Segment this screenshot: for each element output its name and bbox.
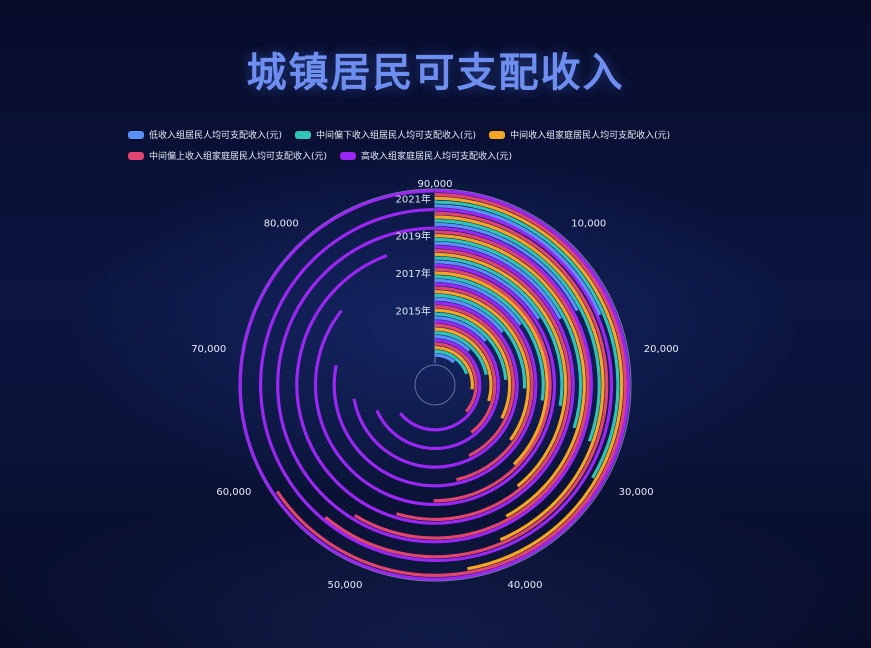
legend-row: 低收入组居民人均可支配收入(元) 中间偏下收入组居民人均可支配收入(元) 中间收… <box>128 124 768 145</box>
polar-bar[interactable] <box>434 297 504 334</box>
polar-bar[interactable] <box>434 234 586 518</box>
polar-bar[interactable] <box>434 312 508 380</box>
polar-bar[interactable] <box>434 342 478 413</box>
polar-bar[interactable] <box>313 263 557 507</box>
polar-bar[interactable] <box>434 196 624 571</box>
polar-bar[interactable] <box>434 323 497 434</box>
polar-bar[interactable] <box>434 237 583 429</box>
angle-tick-label: 10,000 <box>571 219 606 230</box>
polar-bar[interactable] <box>434 260 541 320</box>
polar-bar[interactable] <box>434 204 602 316</box>
polar-bar[interactable] <box>434 278 522 326</box>
angle-tick-label: 50,000 <box>328 580 363 591</box>
polar-bar[interactable] <box>352 301 519 469</box>
angle-tick-label: 20,000 <box>644 344 679 355</box>
polar-bar[interactable] <box>434 308 512 419</box>
polar-bar[interactable] <box>434 256 564 407</box>
legend-label: 中间偏上收入组家庭居民人均可支配收入(元) <box>149 152 328 162</box>
angle-tick-label: 60,000 <box>216 487 251 498</box>
polar-bar[interactable] <box>434 252 568 488</box>
angle-tick-label: 90,000 <box>418 179 453 190</box>
polar-bar[interactable] <box>332 282 538 488</box>
legend-swatch <box>489 130 506 139</box>
polar-bar[interactable] <box>434 286 534 482</box>
polar-bar[interactable] <box>276 226 593 544</box>
angle-tick-label: 80,000 <box>264 219 299 230</box>
polar-bar[interactable] <box>398 338 482 432</box>
radius-axis-inner-ring <box>414 364 456 406</box>
legend-item-middle[interactable]: 中间收入组家庭居民人均可支配收入(元) <box>489 128 670 141</box>
polar-bar[interactable] <box>434 219 601 442</box>
angle-tick-label: 40,000 <box>508 580 543 591</box>
polar-bar[interactable] <box>434 271 549 466</box>
angle-tick-label: 30,000 <box>619 487 654 498</box>
polar-bar[interactable] <box>353 230 590 540</box>
legend-label: 中间偏下收入组居民人均可支配收入(元) <box>316 131 477 141</box>
polar-bar[interactable] <box>434 316 487 342</box>
polar-bar[interactable] <box>434 222 579 312</box>
polar-bar[interactable] <box>434 275 545 401</box>
polar-bar[interactable] <box>434 290 530 441</box>
chart-legend: 低收入组居民人均可支配收入(元) 中间偏下收入组居民人均可支配收入(元) 中间收… <box>128 124 768 166</box>
polar-bar[interactable] <box>434 305 515 458</box>
polar-bar[interactable] <box>434 331 488 376</box>
legend-label: 高收入组家庭居民人均可支配收入(元) <box>361 152 513 162</box>
polar-bar[interactable] <box>434 349 469 375</box>
polar-bar[interactable] <box>434 346 474 390</box>
polar-bar[interactable] <box>258 207 614 563</box>
polar-bar[interactable] <box>375 319 501 451</box>
radius-category-label: 2015年 <box>396 304 431 317</box>
legend-item-upper-middle[interactable]: 中间偏上收入组家庭居民人均可支配收入(元) <box>128 149 327 162</box>
polar-bar[interactable] <box>395 249 572 521</box>
polar-bar[interactable] <box>275 193 627 577</box>
polar-bar[interactable] <box>434 215 605 542</box>
polar-bar[interactable] <box>434 327 493 402</box>
polar-bar[interactable] <box>434 200 620 479</box>
radius-category-label: 2019年 <box>396 230 431 243</box>
radius-category-label: 2021年 <box>396 192 431 205</box>
angle-tick-label: 70,000 <box>191 344 226 355</box>
polar-bar[interactable] <box>434 334 471 352</box>
polar-bar[interactable] <box>434 353 456 364</box>
legend-swatch <box>340 151 357 160</box>
legend-swatch <box>128 130 144 139</box>
legend-swatch <box>128 151 144 160</box>
legend-item-lower-middle[interactable]: 中间偏下收入组居民人均可支配收入(元) <box>295 128 476 141</box>
legend-swatch <box>295 130 312 139</box>
polar-bar[interactable] <box>434 293 527 389</box>
polar-bar[interactable] <box>433 267 552 503</box>
legend-label: 低收入组居民人均可支配收入(元) <box>149 131 283 141</box>
polar-bar[interactable] <box>295 245 575 525</box>
legend-label: 中间收入组家庭居民人均可支配收入(元) <box>510 131 671 141</box>
legend-item-high[interactable]: 高收入组家庭居民人均可支配收入(元) <box>340 149 512 162</box>
polar-bar[interactable] <box>238 189 631 581</box>
legend-row: 中间偏上收入组家庭居民人均可支配收入(元) 高收入组家庭居民人均可支配收入(元) <box>128 145 768 166</box>
radius-category-label: 2017年 <box>396 267 431 280</box>
legend-item-low[interactable]: 低收入组居民人均可支配收入(元) <box>128 128 282 141</box>
page-title: 城镇居民可支配收入 <box>246 50 625 96</box>
polar-bar[interactable] <box>324 211 609 559</box>
polar-bar[interactable] <box>434 241 562 320</box>
